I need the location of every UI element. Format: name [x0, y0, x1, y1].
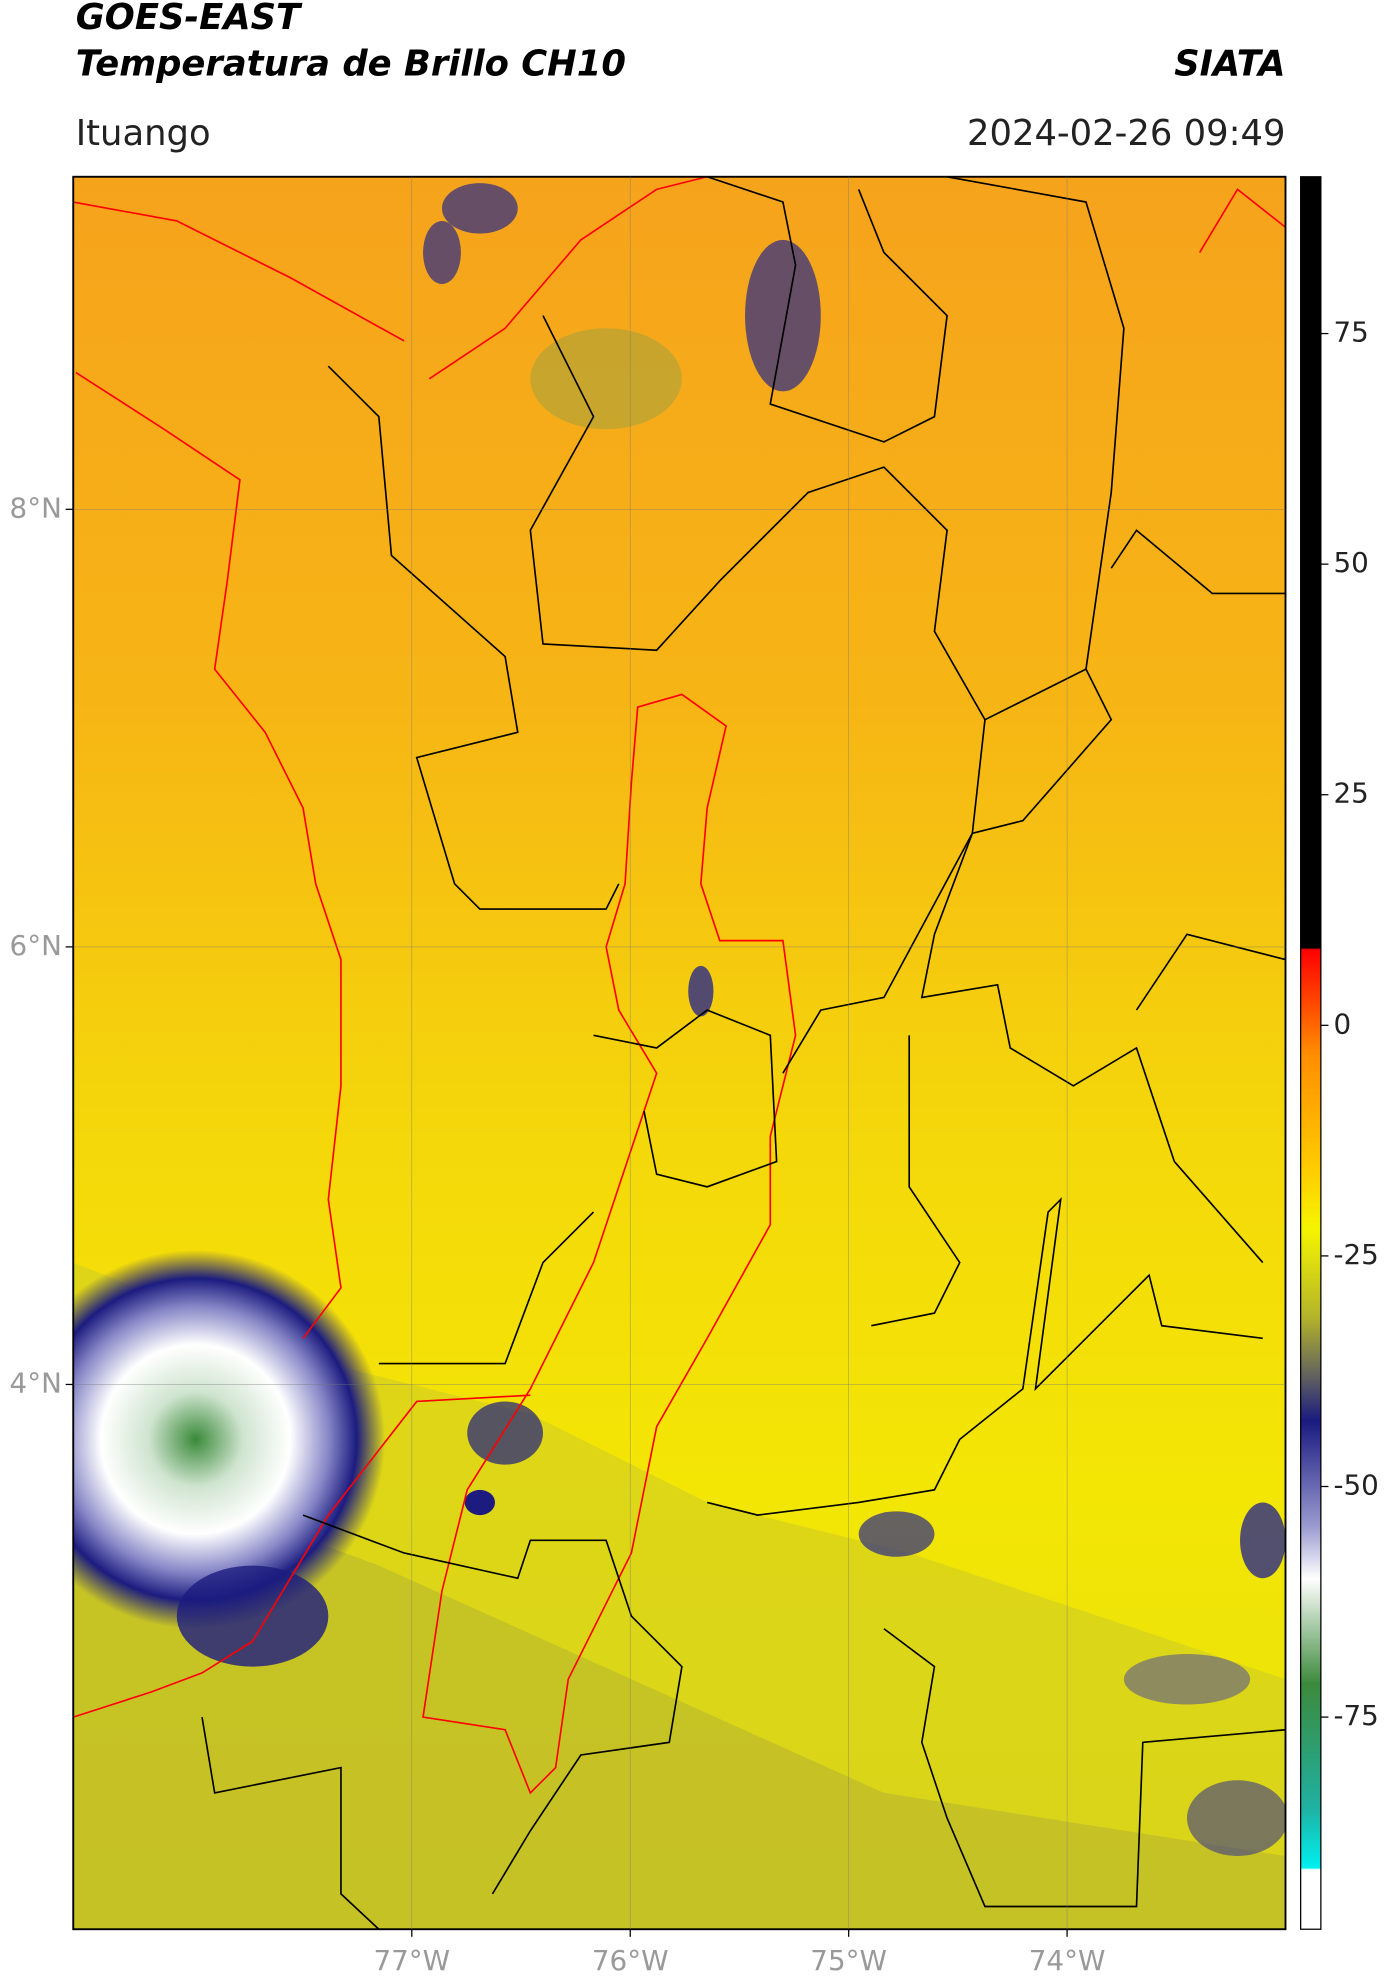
colorbar-tick-label: 75	[1333, 316, 1368, 349]
colorbar-tick-label: 50	[1333, 546, 1368, 579]
x-tick-label: 77°W	[373, 1944, 450, 1977]
y-tick-label: 4°N	[10, 1366, 62, 1399]
y-tick-label: 8°N	[10, 491, 62, 524]
colorbar	[1300, 176, 1322, 1930]
x-tick-label: 75°W	[810, 1944, 887, 1977]
timestamp: 2024-02-26 09:49	[967, 113, 1286, 154]
map-frame	[72, 175, 1287, 1931]
title: GOES-EAST	[76, 0, 303, 38]
colorbar-tick-label: 0	[1333, 1007, 1351, 1040]
colorbar-tick-label: -50	[1333, 1469, 1378, 1502]
x-tick-label: 74°W	[1029, 1944, 1106, 1977]
colorbar-tick-label: -75	[1333, 1699, 1378, 1732]
satellite-field	[73, 176, 1286, 1930]
x-tick-label: 76°W	[592, 1944, 669, 1977]
region: Ituango	[76, 113, 211, 154]
source: SIATA	[1174, 44, 1285, 85]
y-tick-label: 6°N	[10, 929, 62, 962]
colorbar-tick-label: -25	[1333, 1238, 1378, 1271]
subtitle: Temperatura de Brillo CH10	[76, 44, 626, 85]
colorbar-tick-label: 25	[1333, 777, 1368, 810]
